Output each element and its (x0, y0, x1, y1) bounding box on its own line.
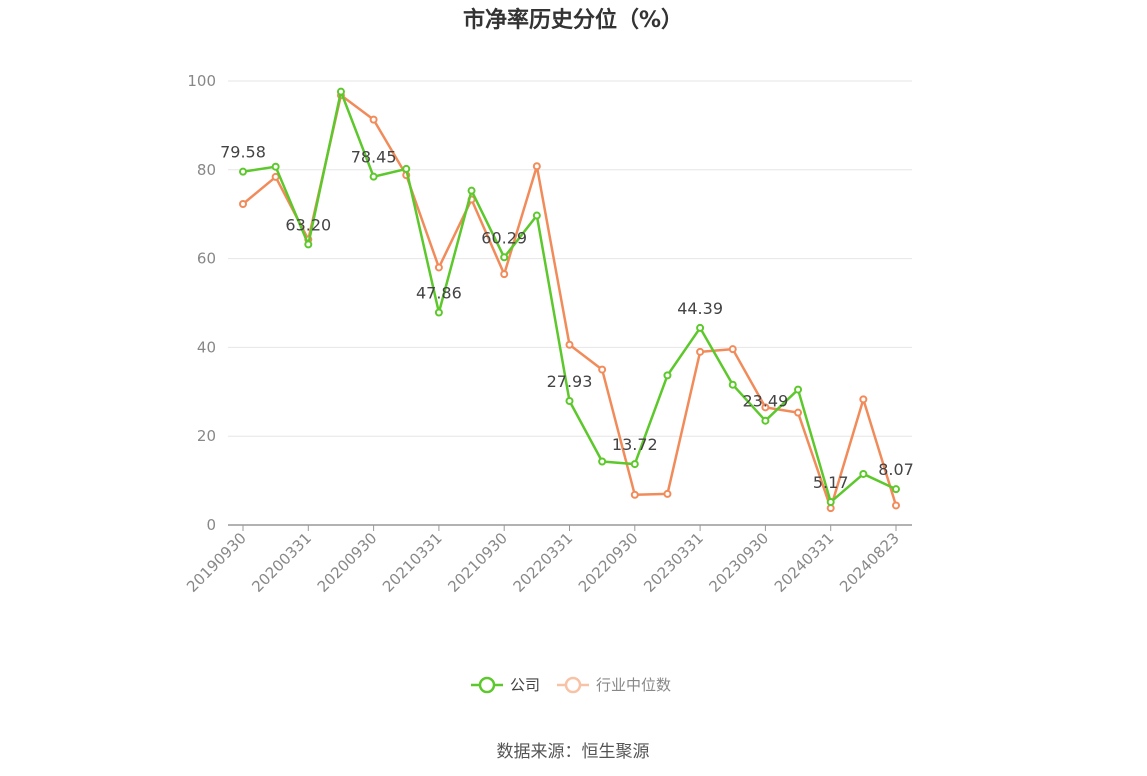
point-1-13 (663, 489, 672, 498)
y-tick-label-60: 60 (197, 250, 216, 268)
legend-industry-median: 行业中位数 (557, 676, 671, 694)
point-1-9 (532, 162, 541, 171)
point-0-17 (794, 385, 803, 394)
x-axis: 2019093020200331202009302021033120210930… (183, 524, 912, 596)
data-label-4: 78.45 (351, 148, 397, 167)
data-label-2: 63.20 (285, 215, 331, 234)
point-1-17 (794, 408, 803, 417)
chart-title: 市净率历史分位（%） (463, 7, 683, 33)
point-1-14 (696, 347, 705, 356)
x-tick-label-20200331: 20200331 (248, 529, 315, 596)
data-label-12: 13.72 (612, 435, 658, 454)
source-text: 数据来源：恒生聚源 (497, 742, 650, 762)
point-0-8 (500, 253, 509, 262)
point-0-10 (565, 396, 574, 405)
x-tick-label-20200930: 20200930 (314, 529, 381, 596)
x-tick-label-20210930: 20210930 (444, 529, 511, 596)
grid-lines (228, 80, 912, 437)
data-label-6: 47.86 (416, 284, 462, 303)
data-label-14: 44.39 (677, 299, 723, 318)
x-tick-label-20220331: 20220331 (510, 529, 577, 596)
legend: 公司 行业中位数 (471, 676, 671, 694)
y-tick-label-80: 80 (197, 161, 216, 179)
point-0-9 (532, 211, 541, 220)
x-tick-label-20230331: 20230331 (640, 529, 707, 596)
data-label-10: 27.93 (547, 372, 593, 391)
point-0-13 (663, 371, 672, 380)
point-1-0 (239, 199, 247, 208)
point-1-15 (728, 345, 737, 354)
point-0-3 (336, 87, 345, 96)
y-tick-label-100: 100 (187, 72, 216, 90)
point-0-6 (434, 308, 443, 317)
point-1-19 (859, 395, 868, 404)
point-1-20 (892, 501, 900, 510)
y-tick-label-20: 20 (197, 427, 216, 445)
point-0-4 (369, 172, 378, 181)
legend-company: 公司 (471, 676, 540, 694)
data-label-8: 60.29 (481, 228, 527, 247)
series-line-0 (242, 90, 897, 504)
point-0-16 (761, 416, 770, 425)
point-0-18 (826, 498, 835, 507)
data-label-18: 5.17 (813, 473, 849, 492)
point-0-2 (304, 240, 313, 249)
x-tick-label-20190930: 20190930 (183, 529, 250, 596)
point-0-11 (598, 457, 607, 466)
point-1-10 (565, 340, 574, 349)
series-line-1 (242, 93, 898, 510)
point-1-4 (369, 115, 378, 124)
point-1-6 (434, 263, 443, 272)
y-tick-label-40: 40 (197, 338, 216, 356)
data-labels: 79.58 63.20 78.45 47.86 60.29 27.93 13.72 44.39… (220, 143, 914, 492)
y-tick-label-0: 0 (206, 516, 216, 534)
data-label-16: 23.49 (742, 392, 788, 411)
point-0-14 (696, 323, 705, 332)
x-tick-label-20210331: 20210331 (379, 529, 446, 596)
legend-industry-median-marker (564, 676, 582, 694)
data-label-0: 79.58 (220, 143, 266, 162)
point-0-7 (467, 186, 476, 195)
y-axis: 0 20 40 60 80 100 (187, 72, 216, 534)
x-tick-label-20240823: 20240823 (836, 529, 903, 596)
x-tick-label-20220930: 20220930 (575, 529, 642, 596)
series-company (239, 87, 900, 507)
point-1-16 (761, 403, 770, 412)
point-0-0 (239, 167, 247, 176)
legend-company-marker (478, 676, 496, 694)
point-1-12 (630, 490, 639, 499)
x-tick-label-20230930: 20230930 (706, 529, 773, 596)
x-tick-label-20240331: 20240331 (771, 529, 838, 596)
point-0-15 (728, 380, 737, 389)
point-0-1 (271, 162, 280, 171)
legend-industry-median-label: 行业中位数 (596, 676, 671, 694)
point-0-20 (892, 485, 900, 494)
point-0-5 (402, 164, 411, 173)
data-label-20: 8.07 (878, 460, 914, 479)
point-1-11 (598, 365, 607, 374)
legend-company-label: 公司 (510, 676, 540, 694)
point-0-12 (630, 460, 639, 469)
point-0-19 (859, 469, 868, 478)
series-industry-median (239, 91, 900, 513)
series-layer (239, 87, 900, 513)
point-1-8 (500, 270, 509, 279)
